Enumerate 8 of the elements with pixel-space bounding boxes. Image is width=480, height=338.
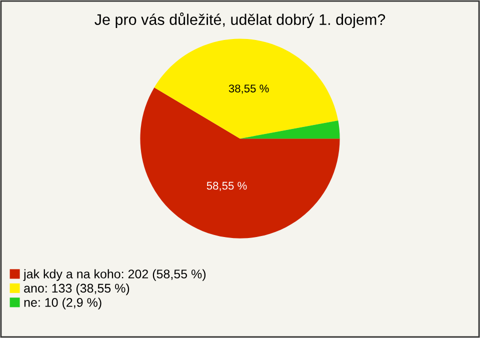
chart-title: Je pro vás důležité, udělat dobrý 1. dojem? (94, 12, 386, 28)
data-label: 38,55 % (228, 84, 269, 94)
legend-label: ne: 10 (2,9 %) (24, 298, 102, 310)
pie-slice (240, 120, 340, 139)
legend-label: ano: 133 (38,55 %) (24, 283, 130, 296)
legend-label: jak kdy a na koho: 202 (58,55 %) (23, 269, 206, 281)
pie-slice (154, 38, 338, 139)
data-label: 58,55 % (206, 182, 247, 191)
